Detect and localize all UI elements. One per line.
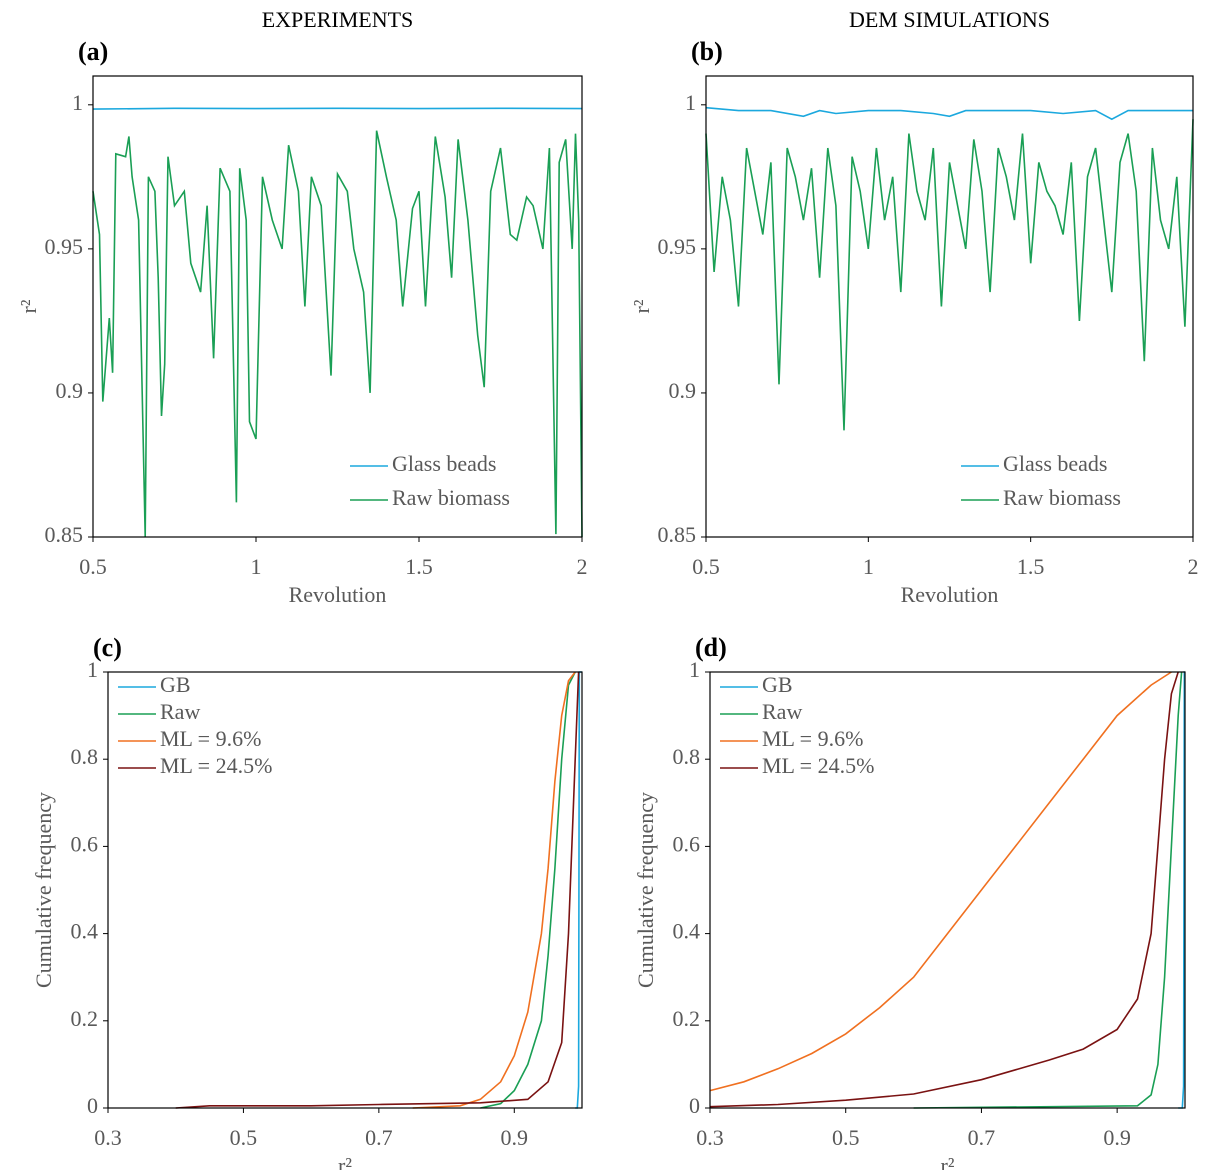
x-tick-label: 0.5: [832, 1125, 860, 1150]
x-tick-label: 0.7: [365, 1125, 393, 1150]
series-line: [92, 107, 583, 110]
y-tick-label: 0.8: [71, 744, 99, 769]
series-line: [705, 106, 1193, 121]
x-tick-label: 1: [251, 554, 262, 579]
x-tick-label: 1.5: [405, 554, 433, 579]
x-axis-label: r²: [338, 1153, 352, 1170]
y-tick-label: 0.6: [673, 831, 701, 856]
y-axis-label: r²: [629, 299, 654, 313]
y-axis-label: Cumulative frequency: [633, 792, 658, 988]
x-tick-label: 0.5: [692, 554, 720, 579]
plot-frame: [107, 671, 583, 1109]
x-tick-label: 0.9: [1103, 1125, 1131, 1150]
x-tick-label: 0.9: [501, 1125, 529, 1150]
y-tick-label: 0.4: [71, 919, 99, 944]
y-tick-label: 0.6: [71, 831, 99, 856]
x-tick-label: 0.5: [79, 554, 107, 579]
x-tick-label: 1.5: [1017, 554, 1045, 579]
x-tick-label: 2: [1188, 554, 1199, 579]
y-axis-label: Cumulative frequency: [31, 792, 56, 988]
y-tick-label: 1: [685, 90, 696, 115]
y-tick-label: 0: [87, 1093, 98, 1118]
legend-label: GB: [762, 672, 793, 697]
x-axis-label: r²: [941, 1153, 955, 1170]
x-tick-label: 0.3: [696, 1125, 724, 1150]
x-tick-label: 0.5: [230, 1125, 258, 1150]
plot-frame: [709, 671, 1186, 1109]
y-tick-label: 0: [689, 1093, 700, 1118]
series-line: [175, 671, 580, 1109]
x-axis-label: Revolution: [289, 582, 387, 607]
y-tick-label: 1: [87, 657, 98, 682]
y-tick-label: 0.9: [56, 378, 84, 403]
legend-label: Raw biomass: [392, 485, 510, 510]
y-tick-label: 1: [72, 90, 83, 115]
panel-title: EXPERIMENTS: [262, 7, 414, 32]
series-line: [412, 671, 576, 1109]
y-axis-label: r²: [16, 299, 41, 313]
y-tick-label: 0.85: [658, 522, 697, 547]
series-line: [705, 119, 1194, 431]
legend-label: Glass beads: [392, 451, 496, 476]
panel-title: DEM SIMULATIONS: [849, 7, 1050, 32]
panel-label: (d): [695, 633, 727, 662]
series-line: [709, 671, 1179, 1108]
plot-frame: [92, 75, 583, 538]
y-tick-label: 0.95: [658, 234, 697, 259]
x-tick-label: 1: [863, 554, 874, 579]
series-line: [480, 671, 576, 1109]
series-line: [913, 671, 1183, 1109]
series-line: [1178, 671, 1186, 1109]
legend-label: ML = 24.5%: [160, 753, 272, 778]
legend-label: ML = 24.5%: [762, 753, 874, 778]
legend-label: Raw: [160, 699, 200, 724]
legend-label: Raw: [762, 699, 802, 724]
y-tick-label: 0.8: [673, 744, 701, 769]
x-tick-label: 2: [577, 554, 588, 579]
y-tick-label: 0.95: [45, 234, 84, 259]
panel-label: (c): [93, 633, 122, 662]
y-tick-label: 0.2: [71, 1006, 99, 1031]
y-tick-label: 1: [689, 657, 700, 682]
y-tick-label: 0.85: [45, 522, 84, 547]
x-axis-label: Revolution: [901, 582, 999, 607]
x-tick-label: 0.3: [94, 1125, 122, 1150]
panel-label: (a): [78, 37, 108, 66]
series-line: [709, 671, 1172, 1092]
legend-label: Glass beads: [1003, 451, 1107, 476]
y-tick-label: 0.4: [673, 919, 701, 944]
legend-label: GB: [160, 672, 191, 697]
legend-label: ML = 9.6%: [160, 726, 261, 751]
series-line: [92, 130, 583, 538]
legend-label: ML = 9.6%: [762, 726, 863, 751]
y-tick-label: 0.2: [673, 1006, 701, 1031]
panel-label: (b): [691, 37, 723, 66]
x-tick-label: 0.7: [968, 1125, 996, 1150]
plot-frame: [705, 75, 1194, 538]
y-tick-label: 0.9: [669, 378, 697, 403]
legend-label: Raw biomass: [1003, 485, 1121, 510]
